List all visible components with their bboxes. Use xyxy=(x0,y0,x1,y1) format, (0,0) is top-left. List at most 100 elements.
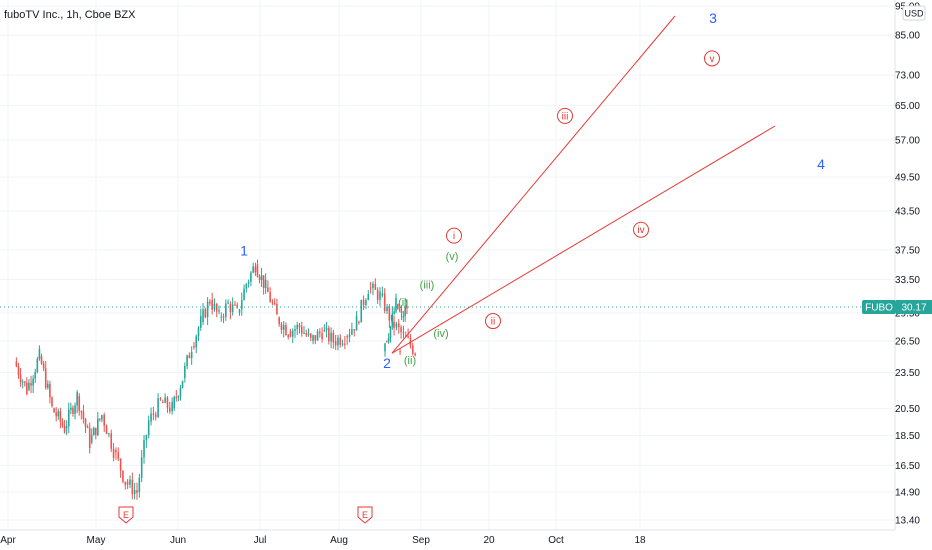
candle-body xyxy=(325,327,328,331)
minor-wave-label: (iv) xyxy=(433,328,448,340)
candle-body xyxy=(360,299,363,323)
candle-body xyxy=(32,378,34,386)
candle-body xyxy=(234,304,236,306)
candle-body xyxy=(173,396,176,409)
candle-body xyxy=(169,407,171,412)
candle-body xyxy=(381,293,384,296)
candle-body xyxy=(166,397,169,408)
candle-body xyxy=(250,272,252,282)
candle-body xyxy=(136,490,138,493)
candle-body xyxy=(215,303,218,312)
candle-body xyxy=(238,309,241,313)
candle-body xyxy=(339,337,342,345)
candle-body xyxy=(379,291,381,300)
candle-body xyxy=(406,306,408,309)
candle-body xyxy=(184,366,186,379)
candle-body xyxy=(15,361,18,367)
candle-body xyxy=(264,279,267,288)
candle-body xyxy=(82,411,85,419)
minor-wave-label: (i) xyxy=(398,297,408,309)
candle-body xyxy=(40,356,43,364)
candle-body xyxy=(92,427,95,436)
candle-body xyxy=(145,435,148,440)
candle-body xyxy=(53,408,55,413)
primary-wave-label: 3 xyxy=(709,10,717,26)
price-tick-label: 14.90 xyxy=(895,488,920,499)
candle-body xyxy=(23,381,26,383)
time-tick-label: 20 xyxy=(483,535,495,546)
candle-body xyxy=(195,336,198,348)
candle-body xyxy=(30,383,32,386)
candle-body xyxy=(177,396,180,398)
last-price-badge xyxy=(896,300,932,315)
wave-circle xyxy=(446,227,462,244)
candle-body xyxy=(260,275,263,280)
candle-body xyxy=(157,398,159,417)
candle-body xyxy=(398,308,401,311)
candle-body xyxy=(384,343,386,352)
candle-body xyxy=(101,415,103,420)
candle-body xyxy=(395,323,398,328)
earnings-marker-label: E xyxy=(362,510,368,520)
candle-body xyxy=(254,266,257,273)
candle-body xyxy=(70,407,72,410)
candle-body xyxy=(391,313,394,327)
candle-body xyxy=(222,316,225,318)
candle-body xyxy=(252,266,254,273)
candle-body xyxy=(399,351,401,353)
ticker-label: FUBO xyxy=(865,303,893,314)
minor-wave-label: ii xyxy=(491,317,495,328)
time-tick-label: Aug xyxy=(330,535,348,546)
candle-body xyxy=(117,452,120,459)
candle-body xyxy=(395,297,397,312)
candle-body xyxy=(287,335,290,337)
earnings-shield-shape xyxy=(357,506,373,524)
candle-body xyxy=(88,428,91,449)
candle-body xyxy=(273,302,276,305)
wave-circle xyxy=(704,50,720,67)
candle-body xyxy=(26,382,28,395)
candle-body xyxy=(296,324,299,330)
price-tick-label: 73.00 xyxy=(895,71,920,82)
candle-body xyxy=(397,323,400,328)
candle-body xyxy=(19,374,22,383)
grid xyxy=(0,0,895,530)
candle-body xyxy=(57,411,60,417)
candle-body xyxy=(193,346,195,348)
price-axis[interactable]: 95.0085.0073.0065.0057.0049.5043.5037.50… xyxy=(895,2,920,527)
candle-body xyxy=(94,427,97,436)
earnings-shield-icon[interactable]: E xyxy=(357,506,373,524)
candle-body xyxy=(256,264,259,277)
candle-body xyxy=(122,470,124,482)
candle-body xyxy=(103,414,105,426)
candle-body xyxy=(63,425,66,433)
candle-body xyxy=(143,439,145,458)
candle-body xyxy=(112,448,115,458)
candle-body xyxy=(409,337,412,346)
candle-body xyxy=(154,414,157,417)
minor-wave-label: v xyxy=(710,54,715,65)
candle-body xyxy=(97,418,99,436)
wave-circle xyxy=(485,313,501,330)
currency-badge[interactable] xyxy=(902,5,926,21)
candle-body xyxy=(229,304,232,313)
currency-label: USD xyxy=(904,9,924,19)
candle-body xyxy=(171,402,173,412)
minor-wave-label: iii xyxy=(562,111,569,122)
candle-body xyxy=(407,336,409,338)
candle-body xyxy=(65,426,68,429)
time-axis[interactable]: Apr May Jun Jul Aug Sep 20 Oct 18 xyxy=(0,535,646,546)
candle-body xyxy=(388,306,391,321)
candle-body xyxy=(213,303,216,310)
candle-body xyxy=(348,334,351,338)
candle-body xyxy=(209,301,211,304)
candle-body xyxy=(38,348,41,359)
candle-body xyxy=(386,341,388,343)
earnings-shield-icon[interactable]: E xyxy=(118,506,134,524)
candle-body xyxy=(17,366,20,375)
candle-body xyxy=(376,289,379,300)
candle-body xyxy=(36,358,39,372)
